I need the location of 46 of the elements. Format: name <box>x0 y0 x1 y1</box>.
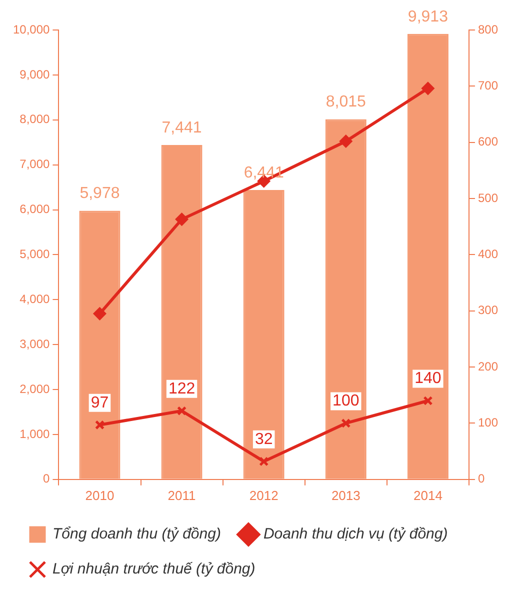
y2-tick-label: 700 <box>478 78 498 92</box>
x-tick-label: 2010 <box>85 488 114 503</box>
y2-tick-label: 800 <box>478 22 498 36</box>
x-tick-label: 2011 <box>168 488 196 503</box>
x-tick-label: 2014 <box>413 488 442 503</box>
point <box>94 420 105 430</box>
y2-tick-label: 500 <box>478 190 498 205</box>
point <box>259 456 269 466</box>
x-tick-label: 2013 <box>331 488 360 503</box>
y-tick-label: 3,000 <box>20 336 50 351</box>
y-tick-label: 6,000 <box>20 202 50 216</box>
data-label: 9,913 <box>408 8 448 26</box>
legend-label: Lợi nhuận trước thuế (tỷ đồng) <box>52 560 256 578</box>
y-tick-label: 4,000 <box>20 292 50 306</box>
data-label: 140 <box>414 370 442 388</box>
y2-tick-label: 100 <box>478 416 498 430</box>
x-tick-label: 2012 <box>249 488 278 503</box>
y-tick-label: 10,000 <box>13 22 50 36</box>
data-label: 122 <box>168 380 196 398</box>
data-label: 100 <box>332 392 360 410</box>
data-label: 5,978 <box>80 185 120 202</box>
y2-tick-label: 0 <box>478 472 485 486</box>
point <box>176 213 188 226</box>
y2-tick-label: 400 <box>478 247 498 262</box>
data-label: 7,441 <box>162 119 202 136</box>
point <box>177 406 187 416</box>
y-tick-label: 7,000 <box>20 157 50 172</box>
point <box>340 134 352 148</box>
data-label: 8,015 <box>326 94 366 111</box>
legend-label: Doanh thu dịch vụ (tỷ đồng) <box>263 526 448 543</box>
y2-tick-label: 600 <box>478 134 498 149</box>
y-tick-label: 0 <box>43 472 50 486</box>
point <box>423 396 433 406</box>
y-tick-label: 2,000 <box>20 382 50 396</box>
y-tick-label: 9,000 <box>20 67 50 82</box>
point <box>422 82 434 95</box>
y-tick-label: 8,000 <box>20 112 50 126</box>
data-label: 32 <box>254 430 273 448</box>
point <box>93 307 106 320</box>
y2-tick-label: 300 <box>478 303 498 318</box>
legend-label: Tổng doanh thu (tỷ đồng) <box>52 526 221 543</box>
y2-tick-label: 200 <box>478 359 498 374</box>
y-tick-label: 5,000 <box>20 247 50 262</box>
y-tick-label: 1,000 <box>20 426 50 441</box>
point <box>341 418 351 428</box>
data-label: 97 <box>90 394 109 412</box>
